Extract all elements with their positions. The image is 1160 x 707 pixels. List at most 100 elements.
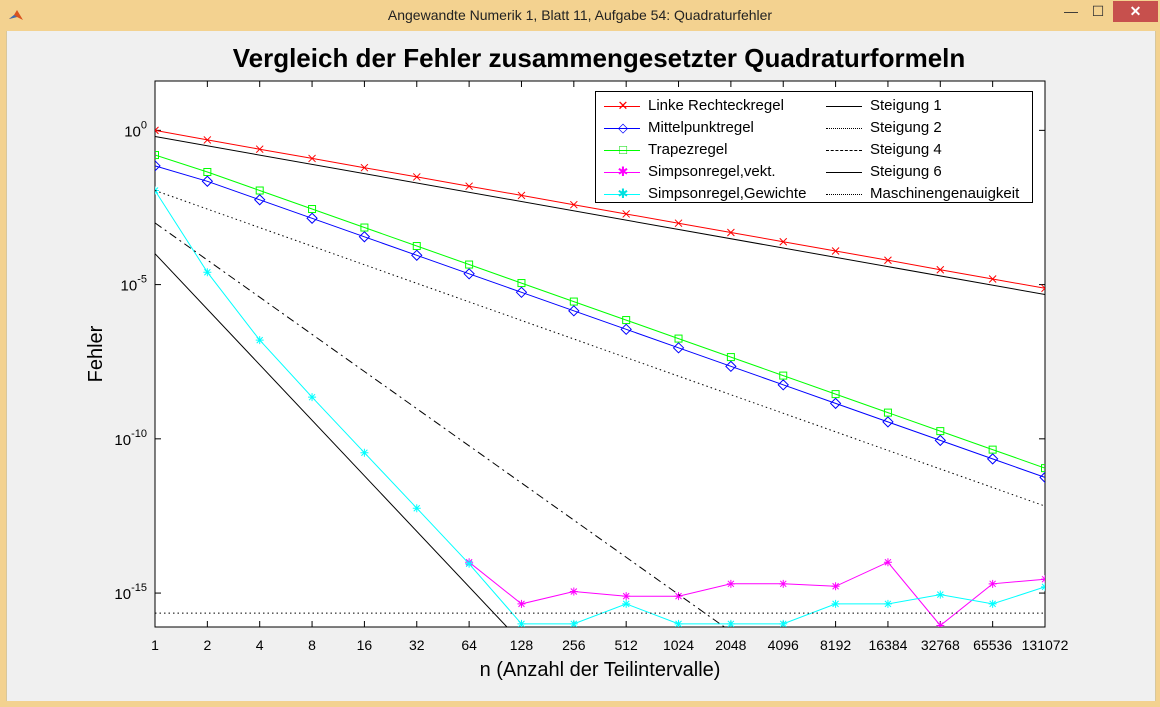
legend-entry-mittelpunktregel: ◇ Mittelpunktregel bbox=[596, 117, 816, 139]
mittelpunktregel-point bbox=[986, 453, 999, 465]
trapezregel-point bbox=[674, 334, 683, 343]
series-line-simpsonregel-gewichte bbox=[155, 190, 1045, 625]
series-mittelpunktregel bbox=[155, 160, 1045, 484]
simpsonregel-vekt-point bbox=[622, 592, 631, 601]
legend-entry-trapezregel: □ Trapezregel bbox=[596, 139, 816, 161]
y-tick-exponent: 0 bbox=[141, 119, 147, 131]
maximize-button[interactable]: ☐ bbox=[1091, 3, 1105, 19]
simpsonregel-vekt-point bbox=[569, 587, 578, 596]
x-tick-label: 8192 bbox=[820, 637, 851, 653]
trapezregel-point bbox=[412, 242, 421, 251]
simpsonregel-gewichte-point bbox=[726, 619, 735, 627]
legend-entry-linke-rechteckregel: ✕ Linke Rechteckregel bbox=[596, 95, 816, 117]
x-tick-label: 4 bbox=[256, 637, 264, 653]
trapezregel-point bbox=[203, 168, 212, 176]
x-tick-label: 2 bbox=[203, 637, 211, 653]
chart-title: Vergleich der Fehler zusammengesetzter Q… bbox=[233, 43, 966, 73]
trapezregel-point bbox=[465, 260, 474, 269]
linke-rechteckregel-point bbox=[674, 219, 683, 228]
linke-rechteckregel-point bbox=[308, 154, 316, 163]
simpsonregel-gewichte-point bbox=[412, 504, 421, 513]
linke-rechteckregel-point bbox=[831, 247, 840, 255]
mittelpunktregel-point bbox=[725, 360, 737, 373]
legend-entry-simpsonregel-gewichte: ✱ Simpsonregel,Gewichte bbox=[596, 183, 816, 205]
window-border-bottom bbox=[0, 701, 1160, 707]
minimize-button[interactable]: — bbox=[1064, 3, 1078, 19]
series-steigung-6 bbox=[155, 253, 508, 627]
x-tick-label: 2048 bbox=[715, 637, 746, 653]
simpsonregel-vekt-point bbox=[1041, 575, 1045, 584]
mittelpunktregel-point bbox=[1039, 471, 1045, 484]
series-line-steigung-6 bbox=[155, 253, 508, 627]
trapezregel-point bbox=[255, 186, 264, 195]
mittelpunktregel-point bbox=[672, 342, 685, 354]
y-tick-base: 10 bbox=[124, 123, 141, 140]
simpsonregel-gewichte-point bbox=[779, 619, 788, 627]
y-tick-exponent: -5 bbox=[137, 274, 147, 286]
simpsonregel-gewichte-point bbox=[569, 619, 578, 627]
simpsonregel-vekt-point bbox=[831, 582, 840, 591]
mittelpunktregel-point bbox=[882, 416, 894, 428]
y-tick-exponent: -10 bbox=[131, 428, 147, 440]
x-tick-label: 16 bbox=[357, 637, 373, 653]
trapezregel-point bbox=[1041, 464, 1045, 473]
y-tick-label: 10-15 bbox=[114, 582, 147, 603]
x-tick-label: 131072 bbox=[1022, 637, 1069, 653]
close-button[interactable]: ✕ bbox=[1113, 1, 1158, 22]
linke-rechteckregel-point bbox=[465, 182, 473, 191]
series-steigung-1 bbox=[155, 136, 1045, 295]
y-tick-base: 10 bbox=[114, 432, 131, 449]
simpsonregel-gewichte-point bbox=[465, 559, 474, 568]
simpsonregel-gewichte-point bbox=[360, 448, 369, 457]
simpsonregel-gewichte-point bbox=[936, 590, 945, 599]
mittelpunktregel-point bbox=[934, 434, 947, 447]
simpsonregel-gewichte-point bbox=[831, 599, 840, 608]
legend-entry-steigung-2: Steigung 2 bbox=[818, 117, 1032, 139]
linke-rechteckregel-point bbox=[255, 145, 264, 154]
window-border-right bbox=[1154, 31, 1160, 707]
mittelpunktregel-point bbox=[155, 160, 161, 172]
mittelpunktregel-point bbox=[515, 286, 528, 299]
x-tick-label: 128 bbox=[510, 637, 534, 653]
trapezregel-point bbox=[831, 390, 840, 399]
simpsonregel-vekt-point bbox=[517, 599, 526, 608]
trapezregel-point bbox=[569, 297, 578, 306]
trapezregel-point bbox=[360, 223, 369, 232]
series-steigung-4 bbox=[155, 222, 726, 627]
mittelpunktregel-point bbox=[306, 212, 318, 224]
series-line-steigung-4 bbox=[155, 222, 726, 627]
x-tick-label: 32 bbox=[409, 637, 425, 653]
series-simpsonregel-vekt bbox=[465, 558, 1045, 627]
y-tick-exponent: -15 bbox=[131, 582, 147, 594]
legend-entry-simpsonregel-vekt: ✱ Simpsonregel,vekt. bbox=[596, 161, 816, 183]
axis-ticks: 1 2 4 8 16 32 64 128 256 512 1024 2048 4096 8192 16384… bbox=[114, 81, 1069, 653]
linke-rechteckregel-point bbox=[203, 136, 212, 144]
linke-rechteckregel-point bbox=[936, 265, 945, 274]
y-tick-base: 10 bbox=[114, 586, 131, 603]
x-tick-label: 256 bbox=[562, 637, 586, 653]
x-tick-label: 1 bbox=[151, 637, 159, 653]
simpsonregel-vekt-point bbox=[674, 592, 683, 601]
window-title: Angewandte Numerik 1, Blatt 11, Aufgabe … bbox=[387, 7, 773, 23]
mittelpunktregel-point bbox=[358, 231, 371, 243]
y-tick-label: 10-5 bbox=[121, 274, 147, 295]
mittelpunktregel-point bbox=[620, 323, 632, 336]
simpsonregel-gewichte-point bbox=[988, 599, 997, 608]
mittelpunktregel-point bbox=[201, 175, 214, 187]
trapezregel-point bbox=[779, 371, 788, 380]
mittelpunktregel-point bbox=[829, 397, 842, 410]
window-border-left bbox=[0, 31, 6, 707]
series-line-trapezregel bbox=[155, 154, 1045, 469]
mittelpunktregel-point bbox=[463, 268, 475, 280]
trapezregel-point bbox=[622, 316, 631, 325]
x-tick-label: 32768 bbox=[921, 637, 960, 653]
y-tick-base: 10 bbox=[121, 278, 138, 295]
trapezregel-point bbox=[936, 427, 945, 436]
series-line-steigung-1 bbox=[155, 136, 1045, 295]
simpsonregel-vekt-point bbox=[779, 579, 788, 588]
linke-rechteckregel-point bbox=[517, 191, 526, 200]
mittelpunktregel-point bbox=[568, 305, 580, 317]
matlab-app-icon[interactable] bbox=[8, 7, 24, 23]
series-trapezregel bbox=[155, 151, 1045, 473]
legend-entry-steigung-4: Steigung 4 bbox=[818, 139, 1032, 161]
